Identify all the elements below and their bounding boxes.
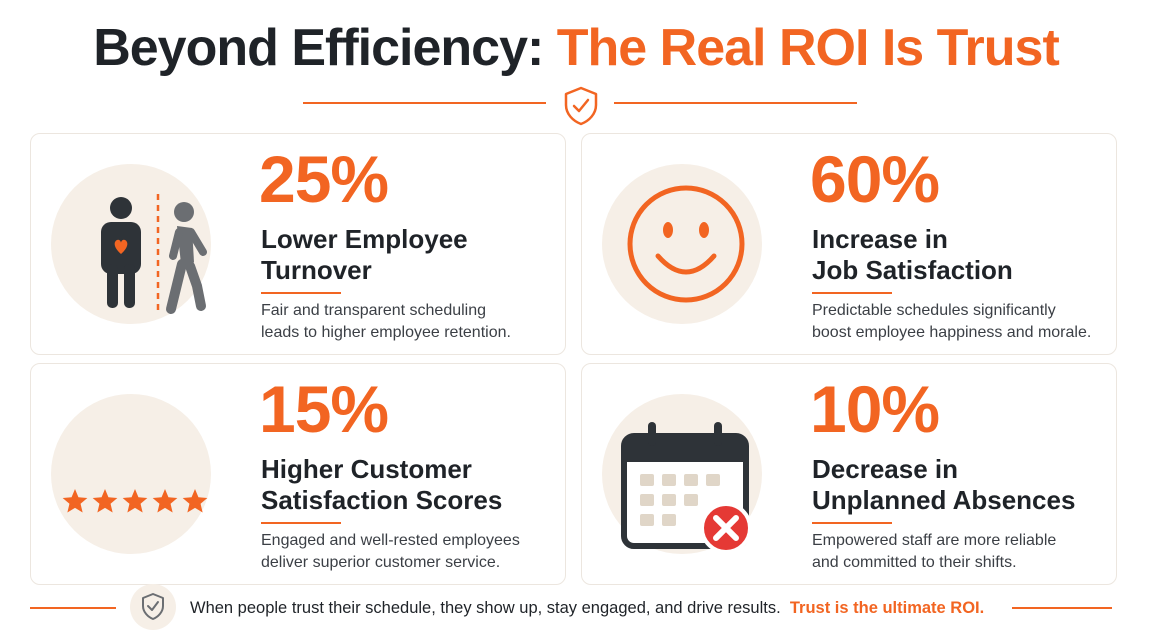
smiley-face-icon [627, 185, 745, 303]
icon-circle [602, 394, 762, 554]
stat-value: 60% [810, 142, 940, 216]
stat-heading-line-1: Increase in [812, 224, 948, 254]
stat-description-line-1: Engaged and well-rested employees [261, 532, 520, 549]
stat-heading: Higher Customer Satisfaction Scores [261, 454, 502, 516]
stat-value: 10% [810, 372, 940, 446]
icon-circle [51, 164, 211, 324]
footer-badge [130, 584, 176, 630]
icon-circle [51, 394, 211, 554]
stat-heading: Increase in Job Satisfaction [812, 224, 1013, 286]
stat-description-line-1: Fair and transparent scheduling [261, 302, 487, 319]
star-icon [152, 489, 178, 513]
stat-card-turnover: 25% Lower Employee Turnover Fair and tra… [30, 133, 566, 355]
heading-underline [812, 522, 892, 524]
footer-divider-left [30, 607, 116, 609]
icon-circle [602, 164, 762, 324]
star-icon [92, 489, 118, 513]
title-part-2: The Real ROI Is Trust [556, 19, 1060, 77]
stat-card-job-satisfaction: 60% Increase in Job Satisfaction Predict… [581, 133, 1117, 355]
stat-heading-line-2: Unplanned Absences [812, 485, 1076, 515]
stat-description: Fair and transparent scheduling leads to… [261, 300, 511, 344]
stat-description: Engaged and well-rested employees delive… [261, 530, 520, 574]
footer-emphasis: Trust is the ultimate ROI. [789, 599, 985, 617]
title-part-1: Beyond Efficiency: [93, 19, 557, 77]
stat-description-line-1: Predictable schedules significantly [812, 302, 1056, 319]
stat-description-line-2: deliver superior customer service. [261, 554, 501, 571]
stat-card-unplanned-absences: 10% Decrease in Unplanned Absences Empow… [581, 363, 1117, 585]
stat-heading-line-2: Turnover [261, 255, 372, 285]
calendar-cancel-icon [621, 422, 752, 554]
five-stars-icon [62, 489, 208, 513]
heading-underline [812, 292, 892, 294]
stat-heading-line-2: Job Satisfaction [812, 255, 1013, 285]
stat-description: Empowered staff are more reliable and co… [812, 530, 1056, 574]
stat-card-customer-satisfaction: 15% Higher Customer Satisfaction Scores … [30, 363, 566, 585]
stat-value: 25% [259, 142, 389, 216]
shield-check-icon [142, 593, 164, 620]
footer-message: When people trust their schedule, they s… [190, 599, 984, 618]
star-icon [62, 489, 88, 513]
title-divider-right [614, 102, 857, 104]
star-icon [122, 489, 148, 513]
stat-heading-line-1: Decrease in [812, 454, 958, 484]
stat-heading-line-1: Lower Employee [261, 224, 468, 254]
stat-description-line-2: leads to higher employee retention. [261, 324, 511, 341]
star-icon [182, 489, 208, 513]
page-title: Beyond Efficiency: The Real ROI Is Trust [0, 18, 1152, 78]
stat-description-line-1: Empowered staff are more reliable [812, 532, 1057, 549]
stat-heading-line-2: Satisfaction Scores [261, 485, 503, 515]
stat-heading: Lower Employee Turnover [261, 224, 468, 286]
stat-heading: Decrease in Unplanned Absences [812, 454, 1075, 516]
heading-underline [261, 292, 341, 294]
stat-value: 15% [259, 372, 389, 446]
stat-description-line-2: boost employee happiness and morale. [812, 324, 1092, 341]
stat-description: Predictable schedules significantly boos… [812, 300, 1091, 344]
shield-check-icon [564, 86, 598, 126]
heading-underline [261, 522, 341, 524]
footer-divider-right [1012, 607, 1112, 609]
footer-text: When people trust their schedule, they s… [190, 599, 781, 617]
title-divider-left [303, 102, 546, 104]
stat-heading-line-1: Higher Customer [261, 454, 472, 484]
stat-description-line-2: and committed to their shifts. [812, 554, 1017, 571]
employee-staying-leaving-icon [101, 194, 207, 314]
